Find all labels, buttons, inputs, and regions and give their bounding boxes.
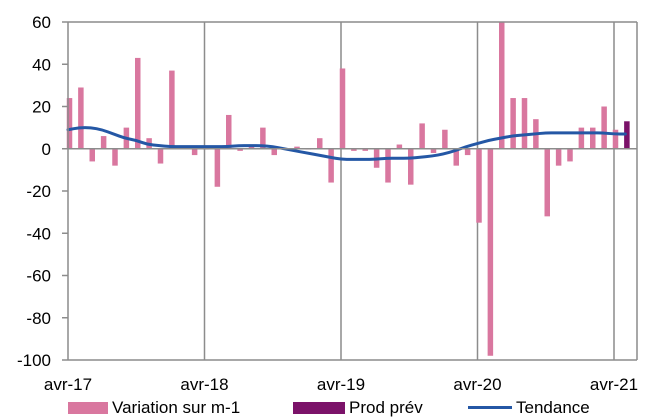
x-tick-label: avr-18 xyxy=(180,375,228,394)
legend-item-prod-prev: Prod prév xyxy=(293,397,423,418)
trend-line-group xyxy=(66,126,627,161)
bar xyxy=(487,148,494,356)
bar xyxy=(294,146,300,149)
y-tick-label: -40 xyxy=(26,224,51,243)
bar xyxy=(464,148,471,156)
x-tick-label: avr-17 xyxy=(44,375,92,394)
bar xyxy=(260,127,266,149)
bar xyxy=(624,121,630,149)
bar xyxy=(476,148,482,223)
bar xyxy=(442,129,448,149)
bar xyxy=(135,57,141,149)
bar xyxy=(100,136,107,149)
x-tick-label: avr-21 xyxy=(590,375,638,394)
bar xyxy=(351,148,357,151)
y-tick-label: -60 xyxy=(26,267,51,286)
y-tick-label: 40 xyxy=(32,55,51,74)
bar xyxy=(78,87,84,149)
bar xyxy=(396,144,403,149)
bar xyxy=(544,148,550,217)
bar xyxy=(510,98,516,149)
bar xyxy=(590,127,596,149)
bar xyxy=(339,68,346,149)
y-tick-label: 20 xyxy=(32,98,51,117)
bar xyxy=(612,129,619,149)
bar xyxy=(430,148,437,153)
y-tick-label: -20 xyxy=(26,182,51,201)
bar xyxy=(328,148,334,183)
bar xyxy=(66,98,73,149)
x-tick-label: avr-19 xyxy=(317,375,365,394)
y-tick-label: 60 xyxy=(32,13,51,32)
bar xyxy=(601,106,607,149)
gridlines xyxy=(203,22,615,360)
bar xyxy=(408,148,414,185)
y-tick-labels: 60 40 20 0 -20 -40 -60 -80 -100 xyxy=(17,13,51,370)
bar xyxy=(89,148,95,162)
bar xyxy=(521,98,528,149)
trend-line xyxy=(66,126,627,161)
bar xyxy=(567,148,573,162)
legend-item-tendance: Tendance xyxy=(468,397,590,418)
y-tick-label: 0 xyxy=(42,140,51,159)
x-tick-label: avr-20 xyxy=(453,375,501,394)
bar xyxy=(191,148,198,156)
bar xyxy=(555,148,562,166)
bars xyxy=(66,22,630,356)
bar xyxy=(169,70,175,149)
bar xyxy=(157,148,164,164)
bar xyxy=(453,148,459,166)
bar xyxy=(271,148,277,156)
legend-label-prod-prev: Prod prév xyxy=(349,397,423,417)
bar xyxy=(419,123,425,149)
y-tick-label: -80 xyxy=(26,309,51,328)
bar xyxy=(578,127,585,149)
legend-label-variation: Variation sur m-1 xyxy=(112,397,241,417)
x-tick-labels: avr-17 avr-18 avr-19 avr-20 avr-21 xyxy=(44,375,638,394)
bar xyxy=(112,148,118,166)
legend-swatch-tendance xyxy=(468,406,512,409)
bar xyxy=(237,148,243,151)
legend-swatch-variation xyxy=(68,401,108,414)
bar xyxy=(385,148,391,183)
legend-item-variation: Variation sur m-1 xyxy=(68,397,240,418)
axes xyxy=(62,21,638,361)
bar xyxy=(317,138,323,149)
y-tick-label: -100 xyxy=(17,351,51,370)
legend-swatch-prod-prev xyxy=(293,401,345,414)
legend: Variation sur m-1 Prod prév Tendance xyxy=(0,397,650,418)
bar xyxy=(226,114,232,149)
legend-label-tendance: Tendance xyxy=(516,397,590,417)
bar xyxy=(499,22,505,149)
bar xyxy=(362,148,368,151)
bar xyxy=(214,148,221,187)
